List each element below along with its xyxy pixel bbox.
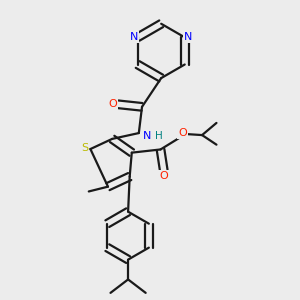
Text: O: O: [108, 99, 117, 109]
Text: N: N: [184, 32, 193, 42]
Text: H: H: [155, 130, 163, 141]
Text: N: N: [130, 32, 138, 42]
Text: N: N: [143, 130, 152, 141]
Text: O: O: [159, 171, 168, 181]
Text: S: S: [81, 143, 88, 153]
Text: O: O: [178, 128, 187, 138]
